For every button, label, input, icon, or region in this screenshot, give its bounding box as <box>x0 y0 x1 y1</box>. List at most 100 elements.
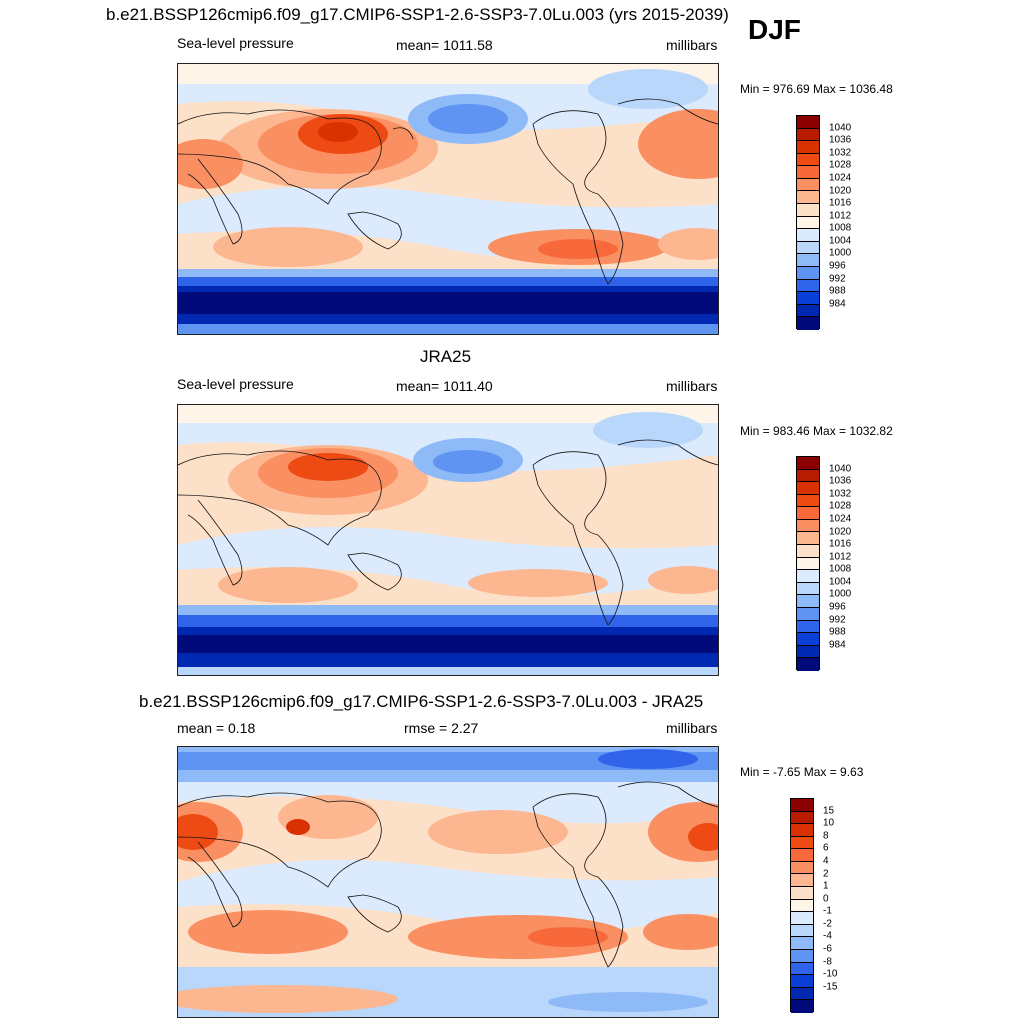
colorbar-swatch <box>797 494 819 508</box>
panel-diff-units: millibars <box>666 720 718 736</box>
colorbar-swatch <box>797 229 819 242</box>
colorbar-label: 1012 <box>829 210 852 222</box>
colorbar-swatch <box>791 912 813 925</box>
colorbar-swatch <box>791 824 813 837</box>
colorbar-swatch <box>797 241 819 255</box>
colorbar-label: -6 <box>823 943 832 955</box>
panel-diff-minmax: Min = -7.65 Max = 9.63 <box>740 765 864 779</box>
colorbar-label: -8 <box>823 956 832 968</box>
colorbar-label: -4 <box>823 930 832 942</box>
map-model-slp <box>177 63 719 335</box>
colorbar-label: 988 <box>829 626 846 638</box>
panel-model-units: millibars <box>666 37 718 53</box>
colorbar-label: 996 <box>829 260 846 272</box>
colorbar-label: 1008 <box>829 222 852 234</box>
colorbar-label: 992 <box>829 614 846 626</box>
colorbar-label: 1040 <box>829 463 852 475</box>
figure-title: b.e21.BSSP126cmip6.f09_g17.CMIP6-SSP1-2.… <box>106 5 729 24</box>
colorbar-label: 1004 <box>829 576 852 588</box>
panel-diff-mean: mean = 0.18 <box>177 720 256 736</box>
colorbar-label: 1012 <box>829 551 852 563</box>
panel-obs-title: JRA25 <box>420 347 472 366</box>
colorbar-swatch <box>791 1000 813 1013</box>
colorbar-label: 1028 <box>829 500 852 512</box>
colorbar-label: 984 <box>829 639 846 651</box>
colorbar-label: 10 <box>823 817 835 829</box>
season-label: DJF <box>748 14 801 45</box>
colorbar-swatch <box>791 887 813 900</box>
colorbar-swatch <box>797 482 819 495</box>
colorbar-swatch <box>791 836 813 850</box>
colorbar-label: 1032 <box>829 147 852 159</box>
colorbar-swatch <box>797 191 819 205</box>
colorbar-swatch <box>797 645 819 659</box>
colorbar-swatch <box>791 799 813 812</box>
map-diff-slp <box>177 746 719 1018</box>
colorbar-swatch <box>797 582 819 596</box>
colorbar-label: 4 <box>823 855 829 867</box>
colorbar-swatch <box>797 457 819 470</box>
colorbar-swatch <box>797 532 819 546</box>
colorbar-swatch <box>797 216 819 230</box>
colorbar-swatch <box>797 633 819 646</box>
panel-obs-units: millibars <box>666 378 718 394</box>
colorbar-label: 1036 <box>829 475 852 487</box>
colorbar-label: 984 <box>829 298 846 310</box>
colorbar-label: 1000 <box>829 247 852 259</box>
colorbar-swatch <box>797 519 819 533</box>
colorbar-label: 8 <box>823 830 829 842</box>
colorbar-swatch <box>797 469 819 483</box>
colorbar-label: 1020 <box>829 185 852 197</box>
colorbar-swatches <box>796 456 820 671</box>
colorbar-swatch <box>797 141 819 154</box>
panel-diff-title: b.e21.BSSP126cmip6.f09_g17.CMIP6-SSP1-2.… <box>139 692 704 711</box>
colorbar-label: 1000 <box>829 588 852 600</box>
colorbar-swatch <box>797 545 819 558</box>
colorbar-label: 2 <box>823 868 829 880</box>
colorbar-swatch <box>791 861 813 875</box>
colorbar-label: 1016 <box>829 197 852 209</box>
colorbar-label: 1016 <box>829 538 852 550</box>
colorbar-swatches <box>790 798 814 1013</box>
colorbar-label: -15 <box>823 981 838 993</box>
colorbar-swatch <box>797 204 819 217</box>
panel-model-variable: Sea-level pressure <box>177 35 294 51</box>
colorbar-label: 992 <box>829 273 846 285</box>
colorbar-swatch <box>791 987 813 1001</box>
colorbar-swatch <box>797 607 819 621</box>
colorbar-label: 1004 <box>829 235 852 247</box>
colorbar-label: -2 <box>823 918 832 930</box>
colorbar-swatch <box>797 153 819 167</box>
colorbar-swatch <box>797 507 819 520</box>
colorbar-swatch <box>797 128 819 142</box>
colorbar-swatch <box>797 279 819 293</box>
colorbar-swatch <box>797 292 819 305</box>
colorbar-label: 15 <box>823 805 835 817</box>
colorbar-swatch <box>797 595 819 608</box>
colorbar-label: 1024 <box>829 172 852 184</box>
colorbar-swatch <box>797 304 819 318</box>
colorbar-swatch <box>797 557 819 571</box>
map-obs-slp <box>177 404 719 676</box>
panel-obs-minmax: Min = 983.46 Max = 1032.82 <box>740 424 893 438</box>
colorbar-swatch <box>791 899 813 913</box>
colorbar-label: 1008 <box>829 563 852 575</box>
colorbar-swatch <box>791 924 813 938</box>
colorbar-label: 1028 <box>829 159 852 171</box>
colorbar-label: 0 <box>823 893 829 905</box>
colorbar-swatch <box>797 116 819 129</box>
colorbar-swatch <box>797 166 819 179</box>
colorbar-swatch <box>791 949 813 963</box>
colorbar-label: -1 <box>823 905 832 917</box>
colorbar-label: 996 <box>829 601 846 613</box>
colorbar-label: 1024 <box>829 513 852 525</box>
colorbar-swatch <box>791 962 813 976</box>
colorbar-swatch <box>797 658 819 671</box>
colorbar-swatch <box>797 570 819 583</box>
panel-model-mean: mean= 1011.58 <box>396 37 493 53</box>
panel-obs-variable: Sea-level pressure <box>177 376 294 392</box>
colorbar-label: 1020 <box>829 526 852 538</box>
colorbar-swatch <box>791 849 813 862</box>
colorbar-swatch <box>791 874 813 888</box>
colorbar-swatch <box>797 266 819 280</box>
